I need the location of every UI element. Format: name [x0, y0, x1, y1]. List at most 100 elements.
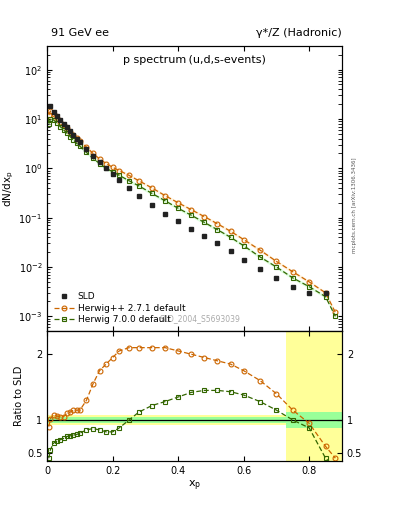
Herwig 7.0.0 default [74, 140, 79, 146]
Text: mcplots.cern.ch [arXiv:1306.3436]: mcplots.cern.ch [arXiv:1306.3436] [352, 157, 357, 252]
Herwig 7.0.0 default [55, 120, 59, 126]
SLD [117, 177, 121, 183]
SLD [189, 225, 194, 231]
SLD [202, 232, 207, 239]
Herwig++ 2.7.1 default [84, 144, 89, 150]
SLD [97, 159, 102, 165]
SLD [323, 290, 328, 296]
SLD [58, 117, 62, 123]
Herwig 7.0.0 default [136, 183, 141, 189]
Herwig++ 2.7.1 default [46, 112, 51, 118]
Herwig++ 2.7.1 default [68, 129, 72, 135]
Herwig++ 2.7.1 default [202, 214, 207, 220]
SLD [163, 210, 167, 217]
Herwig 7.0.0 default [290, 275, 295, 281]
Herwig++ 2.7.1 default [333, 309, 338, 315]
Herwig++ 2.7.1 default [176, 200, 180, 206]
SLD [127, 185, 131, 191]
SLD [241, 257, 246, 263]
SLD [104, 165, 108, 172]
SLD [61, 121, 66, 127]
SLD [77, 139, 82, 145]
Herwig++ 2.7.1 default [258, 247, 263, 253]
Herwig 7.0.0 default [150, 190, 154, 197]
Herwig++ 2.7.1 default [136, 178, 141, 184]
SLD [110, 172, 115, 178]
Herwig++ 2.7.1 default [55, 115, 59, 121]
Herwig 7.0.0 default [61, 127, 66, 133]
Herwig++ 2.7.1 default [127, 172, 131, 178]
Herwig++ 2.7.1 default [290, 269, 295, 275]
Herwig 7.0.0 default [117, 172, 121, 178]
Herwig++ 2.7.1 default [163, 193, 167, 199]
Herwig++ 2.7.1 default [48, 108, 53, 114]
SLD [51, 109, 56, 115]
SLD [150, 202, 154, 208]
Herwig++ 2.7.1 default [150, 185, 154, 191]
Herwig 7.0.0 default [91, 155, 95, 161]
Herwig 7.0.0 default [241, 243, 246, 249]
Herwig 7.0.0 default [127, 178, 131, 184]
Line: SLD: SLD [48, 104, 328, 295]
Y-axis label: dN/dx$_\mathregular{p}$: dN/dx$_\mathregular{p}$ [1, 170, 16, 207]
SLD [64, 124, 69, 131]
Herwig++ 2.7.1 default [117, 167, 121, 174]
Herwig++ 2.7.1 default [74, 135, 79, 141]
Line: Herwig 7.0.0 default: Herwig 7.0.0 default [46, 117, 338, 319]
Herwig++ 2.7.1 default [274, 259, 279, 265]
Herwig 7.0.0 default [51, 117, 56, 123]
Herwig 7.0.0 default [104, 165, 108, 172]
Herwig 7.0.0 default [323, 294, 328, 300]
Herwig 7.0.0 default [84, 150, 89, 156]
Herwig 7.0.0 default [307, 284, 312, 290]
Herwig++ 2.7.1 default [215, 221, 220, 227]
Herwig 7.0.0 default [64, 130, 69, 136]
Legend: SLD, Herwig++ 2.7.1 default, Herwig 7.0.0 default: SLD, Herwig++ 2.7.1 default, Herwig 7.0.… [51, 290, 188, 327]
Herwig 7.0.0 default [215, 227, 220, 233]
Herwig++ 2.7.1 default [64, 125, 69, 131]
Herwig 7.0.0 default [163, 198, 167, 204]
SLD [68, 127, 72, 134]
SLD [48, 103, 53, 110]
Herwig 7.0.0 default [228, 234, 233, 240]
SLD [176, 218, 180, 224]
Herwig++ 2.7.1 default [58, 119, 62, 125]
SLD [258, 266, 263, 272]
SLD [74, 136, 79, 142]
Herwig 7.0.0 default [176, 205, 180, 211]
Herwig 7.0.0 default [58, 123, 62, 130]
Herwig 7.0.0 default [274, 264, 279, 270]
Herwig 7.0.0 default [110, 169, 115, 175]
SLD [55, 113, 59, 119]
Herwig 7.0.0 default [333, 313, 338, 319]
Text: SLD_2004_S5693039: SLD_2004_S5693039 [160, 314, 241, 323]
Herwig++ 2.7.1 default [110, 164, 115, 170]
Herwig 7.0.0 default [189, 212, 194, 218]
Herwig 7.0.0 default [48, 116, 53, 122]
SLD [228, 248, 233, 254]
SLD [215, 241, 220, 247]
Herwig 7.0.0 default [46, 121, 51, 127]
SLD [136, 193, 141, 199]
Herwig 7.0.0 default [202, 219, 207, 225]
Herwig++ 2.7.1 default [91, 151, 95, 157]
Line: Herwig++ 2.7.1 default: Herwig++ 2.7.1 default [46, 109, 338, 315]
SLD [274, 275, 279, 281]
Herwig++ 2.7.1 default [77, 138, 82, 144]
SLD [290, 284, 295, 290]
Herwig++ 2.7.1 default [71, 132, 76, 138]
Herwig 7.0.0 default [258, 254, 263, 260]
Herwig++ 2.7.1 default [189, 207, 194, 213]
Herwig++ 2.7.1 default [228, 228, 233, 234]
Herwig++ 2.7.1 default [241, 237, 246, 243]
Herwig 7.0.0 default [97, 160, 102, 166]
SLD [71, 132, 76, 138]
Herwig++ 2.7.1 default [307, 279, 312, 285]
Herwig++ 2.7.1 default [51, 111, 56, 117]
Herwig++ 2.7.1 default [104, 160, 108, 166]
SLD [307, 290, 312, 296]
Text: p spectrum (u,d,s-events): p spectrum (u,d,s-events) [123, 55, 266, 65]
Herwig 7.0.0 default [77, 143, 82, 150]
SLD [91, 153, 95, 159]
Herwig++ 2.7.1 default [97, 156, 102, 162]
